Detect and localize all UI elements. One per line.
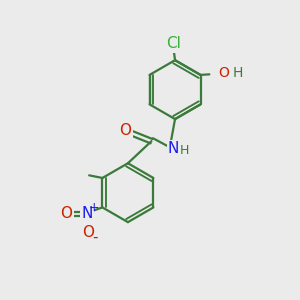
Text: +: +: [88, 201, 99, 214]
Text: O: O: [82, 225, 94, 240]
Text: O: O: [120, 123, 132, 138]
Text: N: N: [168, 141, 179, 156]
Text: N: N: [81, 206, 93, 221]
Text: H: H: [180, 144, 189, 158]
Text: H: H: [233, 66, 243, 80]
Text: O: O: [218, 66, 229, 80]
Text: Cl: Cl: [166, 37, 181, 52]
Text: -: -: [92, 230, 98, 244]
Text: O: O: [61, 206, 73, 221]
